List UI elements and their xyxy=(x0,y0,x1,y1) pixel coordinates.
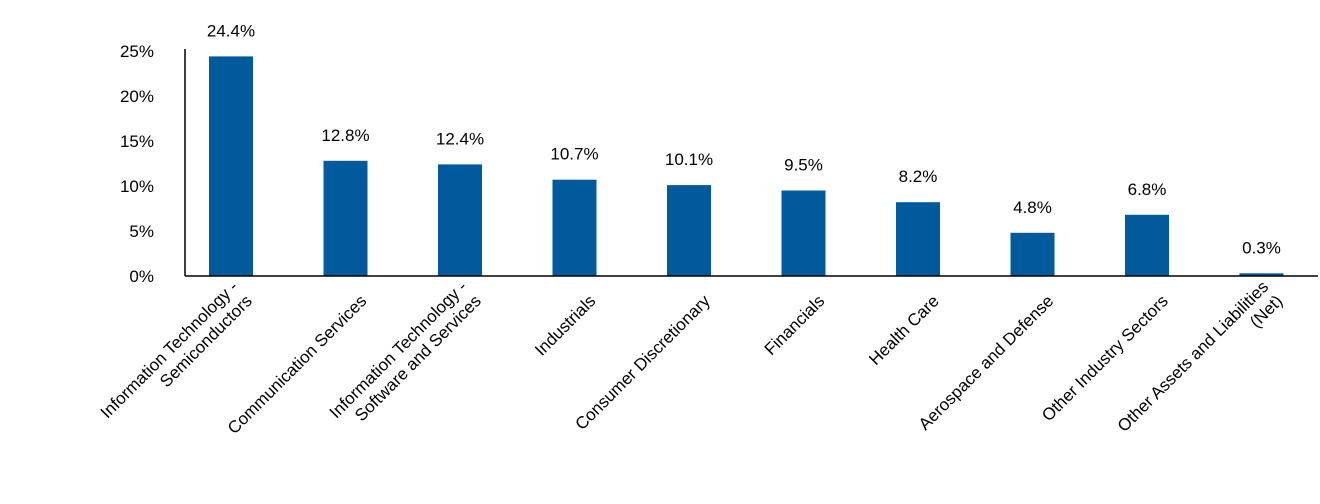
category-label: Other Assets and Liabilities(Net) xyxy=(1114,277,1287,450)
category-label: Aerospace and Defense xyxy=(915,291,1057,433)
y-tick-label: 0% xyxy=(129,267,154,286)
category-label: Information Technology -Semiconductors xyxy=(97,277,256,436)
bar xyxy=(896,202,940,276)
bar xyxy=(438,164,482,276)
data-label: 0.3% xyxy=(1242,238,1281,257)
data-label: 9.5% xyxy=(784,156,823,175)
bars xyxy=(209,56,1284,277)
category-label: Consumer Discretionary xyxy=(571,291,714,434)
category-label-line: Software and Services xyxy=(351,291,485,425)
bar xyxy=(1010,232,1055,276)
bar xyxy=(781,190,826,276)
data-label: 10.7% xyxy=(550,145,598,164)
category-label-line: Aerospace and Defense xyxy=(915,291,1057,433)
data-label: 10.1% xyxy=(665,150,713,169)
data-label: 8.2% xyxy=(899,167,938,186)
category-label-line: Consumer Discretionary xyxy=(571,291,714,434)
category-label: Industrials xyxy=(531,291,599,359)
data-labels: 24.4% 12.8% 12.4% 10.7% 10.1% 9.5% 8.2% 4.8% 6.8… xyxy=(207,21,1281,257)
category-label-line: Information Technology - xyxy=(97,277,242,422)
y-tick-label: 25% xyxy=(120,42,154,61)
y-tick-label: 5% xyxy=(129,222,154,241)
data-label: 4.8% xyxy=(1013,198,1052,217)
y-tick-label: 10% xyxy=(120,177,154,196)
category-label: Financials xyxy=(761,291,829,359)
y-axis: 0% 5% 10% 15% 20% 25% xyxy=(120,42,186,286)
category-label-line: Other Assets and Liabilities xyxy=(1114,277,1272,435)
category-label-line: Information Technology - xyxy=(326,277,471,422)
y-tick-label: 20% xyxy=(120,87,154,106)
bar xyxy=(552,179,597,276)
y-tick-label: 15% xyxy=(120,132,154,151)
category-labels: Information Technology -Semiconductors Co… xyxy=(97,277,1287,450)
category-label-line: Financials xyxy=(761,291,829,359)
category-label-line: Industrials xyxy=(531,291,599,359)
data-label: 6.8% xyxy=(1128,180,1167,199)
bar xyxy=(667,185,711,276)
data-label: 12.4% xyxy=(436,129,484,148)
data-label: 24.4% xyxy=(207,21,255,40)
data-label: 12.8% xyxy=(321,126,369,145)
category-label-line: Health Care xyxy=(865,291,943,369)
bar xyxy=(323,160,368,276)
category-label: Health Care xyxy=(865,291,943,369)
bar xyxy=(209,56,253,277)
bar xyxy=(1125,214,1169,276)
bar xyxy=(1239,273,1284,276)
